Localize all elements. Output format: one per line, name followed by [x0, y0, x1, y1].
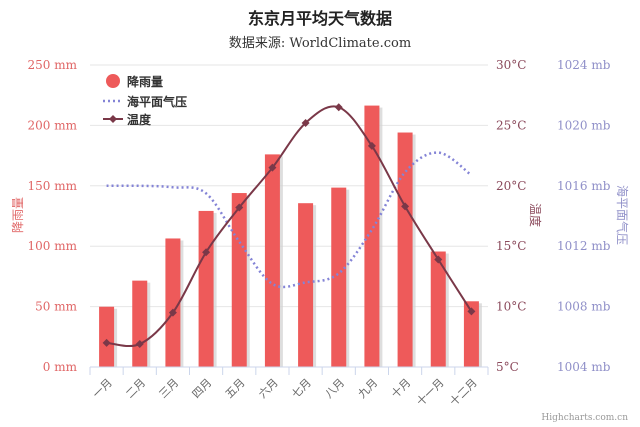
rainfall-legend-symbol — [106, 74, 120, 88]
rainfall-bar — [397, 132, 413, 367]
pressure-line — [106, 151, 473, 289]
x-tick-label: 七月 — [289, 376, 314, 401]
temperature-tick-label: 15°C — [496, 239, 526, 253]
temperature-line — [106, 105, 473, 348]
temperature-marker — [467, 307, 476, 316]
legend-item-rainfall[interactable]: 降雨量 — [106, 74, 163, 89]
temperature-marker — [102, 338, 111, 347]
rainfall-tick-label: 200 mm — [28, 118, 78, 132]
x-tick-label: 一月 — [90, 376, 115, 401]
pressure-tick-label: 1024 mb — [557, 58, 611, 72]
credits-link[interactable]: Highcharts.com.cn — [541, 413, 628, 423]
temperature-marker — [367, 141, 376, 150]
temperature-tick-label: 30°C — [496, 58, 526, 72]
x-tick-label: 二月 — [123, 376, 148, 401]
rainfall-bars — [99, 105, 482, 367]
legend-label-rainfall: 降雨量 — [127, 74, 163, 89]
pressure-tick-label: 1004 mb — [557, 360, 611, 374]
x-tick-label: 十一月 — [413, 375, 446, 408]
pressure-tick-label: 1012 mb — [557, 239, 611, 253]
rainfall-tick-label: 250 mm — [28, 58, 78, 72]
rainfall-bar — [298, 203, 314, 367]
temperature-marker — [334, 103, 343, 112]
rainfall-bar — [463, 301, 479, 367]
rainfall-bar — [99, 306, 115, 367]
rainfall-bar — [198, 210, 214, 367]
temperature-tick-label: 10°C — [496, 300, 526, 314]
temperature-marker — [401, 202, 410, 211]
x-tick-label: 五月 — [223, 376, 248, 401]
temperature-marker — [434, 255, 443, 264]
pressure-tick-label: 1020 mb — [557, 118, 611, 132]
rainfall-bar — [231, 193, 247, 367]
temperature-marker — [301, 118, 310, 127]
rainfall-tick-label: 50 mm — [35, 300, 77, 314]
x-tick-label: 四月 — [190, 376, 215, 401]
rainfall-tick-label: 0 mm — [43, 360, 78, 374]
pressure-series — [106, 151, 473, 289]
legend-label-pressure: 海平面气压 — [127, 94, 187, 109]
temperature-marker — [135, 340, 144, 349]
temperature-series — [102, 103, 476, 349]
temperature-tick-label: 20°C — [496, 179, 526, 193]
temperature-marker — [202, 248, 211, 257]
x-tick-label: 十二月 — [447, 375, 480, 408]
rainfall-bar — [364, 105, 380, 367]
pressure-tick-label: 1008 mb — [557, 300, 611, 314]
x-tick-label: 六月 — [256, 376, 281, 401]
rainfall-axis-title: 降雨量 — [11, 197, 25, 233]
rainfall-bar — [165, 238, 181, 367]
legend[interactable]: 降雨量 海平面气压 温度 — [103, 74, 187, 127]
pressure-tick-label: 1016 mb — [557, 179, 611, 193]
rainfall-tick-label: 150 mm — [28, 179, 78, 193]
rainfall-tick-label: 100 mm — [28, 239, 78, 253]
temperature-axis-title: 温度 — [528, 203, 543, 227]
x-tick-label: 九月 — [356, 376, 381, 401]
chart-subtitle: 数据来源: WorldClimate.com — [229, 36, 411, 51]
pressure-axis-title: 海平面气压 — [615, 185, 630, 245]
temperature-tick-label: 5°C — [496, 360, 519, 374]
legend-item-pressure[interactable]: 海平面气压 — [103, 94, 187, 109]
temperature-marker — [168, 308, 177, 317]
rainfall-bar — [264, 154, 280, 367]
legend-label-temperature: 温度 — [127, 112, 152, 127]
x-tick-label: 三月 — [157, 376, 182, 401]
x-tick-label: 八月 — [322, 376, 347, 401]
temperature-legend-marker — [109, 115, 117, 123]
rainfall-bar — [132, 280, 148, 367]
temperature-marker — [268, 163, 277, 172]
legend-item-temperature[interactable]: 温度 — [103, 112, 152, 127]
x-tick-label: 十月 — [388, 375, 413, 400]
rainfall-bar — [331, 187, 347, 367]
temperature-tick-label: 25°C — [496, 118, 526, 132]
temperature-marker — [235, 203, 244, 212]
rainfall-bar — [430, 251, 446, 367]
chart-title: 东京月平均天气数据 — [248, 9, 392, 28]
